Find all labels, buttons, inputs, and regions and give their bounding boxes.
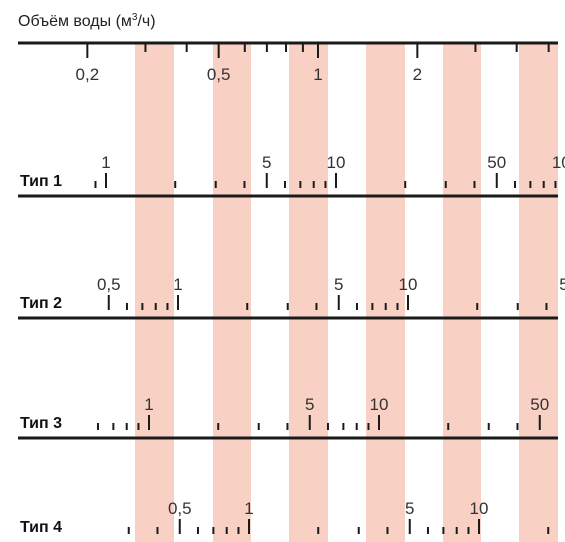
row-2-label: 0,5 <box>97 275 121 294</box>
top-scale-label: 1 <box>313 65 322 84</box>
row-4-label: 1 <box>244 499 253 518</box>
diagram-title: Объём воды (м3/ч) <box>18 12 156 30</box>
top-scale-label: 0,5 <box>207 65 231 84</box>
scale-lines <box>18 41 558 440</box>
row-1-label: 100 <box>552 153 565 172</box>
row-2-label: 50 <box>559 275 565 294</box>
band-5 <box>443 44 481 542</box>
row-3-label: 50 <box>530 395 549 414</box>
row-4-label: 0,5 <box>168 499 192 518</box>
row-1-label: 50 <box>487 153 506 172</box>
band-4 <box>366 44 405 542</box>
row-3-label: 1 <box>144 395 153 414</box>
row-name-2: Тип 2 <box>20 295 62 312</box>
band-6 <box>519 44 558 542</box>
title-tail: /ч) <box>137 13 155 30</box>
row-name-3: Тип 3 <box>20 415 62 432</box>
top-scale-label: 2 <box>413 65 422 84</box>
title-text: Объём воды (м <box>18 13 132 30</box>
row-1-label: 5 <box>262 153 271 172</box>
row-3-label: 10 <box>370 395 389 414</box>
title-superscript: 3 <box>132 12 138 23</box>
row-2-label: 1 <box>173 275 182 294</box>
row-name-4: Тип 4 <box>20 519 62 536</box>
row-1-label: 10 <box>327 153 346 172</box>
row-4-label: 10 <box>470 499 489 518</box>
row-3-label: 5 <box>305 395 314 414</box>
highlight-bands <box>135 44 558 542</box>
row-2-label: 5 <box>334 275 343 294</box>
row-1-label: 1 <box>101 153 110 172</box>
band-1 <box>135 44 174 542</box>
scale-ticks <box>86 43 557 534</box>
row-4-label: 5 <box>405 499 414 518</box>
band-2 <box>213 44 251 542</box>
band-3 <box>289 44 328 542</box>
row-2-label: 10 <box>399 275 418 294</box>
scale-labels: 0,20,512151050100Тип 10,5151050100Тип 21… <box>20 65 565 536</box>
top-scale-label: 0,2 <box>76 65 100 84</box>
row-name-1: Тип 1 <box>20 173 62 190</box>
